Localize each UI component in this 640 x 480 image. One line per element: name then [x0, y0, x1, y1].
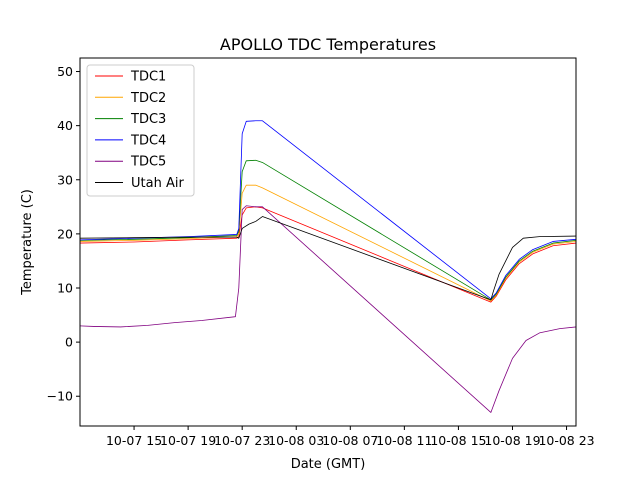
series-line-utah-air	[80, 216, 576, 301]
y-tick-label: 40	[57, 118, 73, 133]
x-tick-label: 10-08 19	[484, 433, 540, 448]
x-tick-label: 10-07 19	[160, 433, 216, 448]
series-line-tdc2	[80, 184, 576, 302]
legend: TDC1 TDC2 TDC3 TDC4 TDC5 Utah Air	[86, 64, 195, 197]
x-tick-label: 10-08 03	[268, 433, 324, 448]
legend-label-tdc4: TDC4	[130, 133, 166, 148]
plot-frame	[79, 57, 577, 427]
series-line-tdc4	[80, 120, 576, 300]
x-tick-label: 10-07 23	[214, 433, 270, 448]
y-axis-ticks: −10 0 10 20 30 40 50	[47, 64, 80, 404]
y-tick-label: 20	[57, 226, 73, 241]
y-axis-label: Temperature (C)	[20, 189, 35, 296]
y-tick-label: 30	[57, 172, 73, 187]
x-tick-label: 10-08 07	[322, 433, 378, 448]
legend-label-tdc3: TDC3	[130, 112, 166, 127]
chart-title: APOLLO TDC Temperatures	[220, 35, 436, 54]
x-tick-label: 10-07 15	[106, 433, 162, 448]
y-tick-label: 10	[57, 281, 73, 296]
y-tick-label: −10	[47, 389, 73, 404]
legend-label-tdc1: TDC1	[130, 70, 166, 85]
series-line-tdc3	[80, 159, 576, 301]
series-line-tdc5	[80, 205, 576, 413]
x-tick-label: 10-08 23	[538, 433, 594, 448]
x-axis-label: Date (GMT)	[291, 457, 366, 472]
legend-label-tdc5: TDC5	[130, 155, 166, 170]
legend-label-utah-air: Utah Air	[131, 176, 184, 191]
y-tick-label: 50	[57, 64, 73, 79]
series-line-tdc1	[80, 206, 576, 303]
y-tick-label: 0	[65, 335, 73, 350]
x-tick-label: 10-08 15	[430, 433, 486, 448]
legend-label-tdc2: TDC2	[130, 91, 166, 106]
x-tick-label: 10-08 11	[376, 433, 432, 448]
series-layer	[80, 120, 576, 413]
